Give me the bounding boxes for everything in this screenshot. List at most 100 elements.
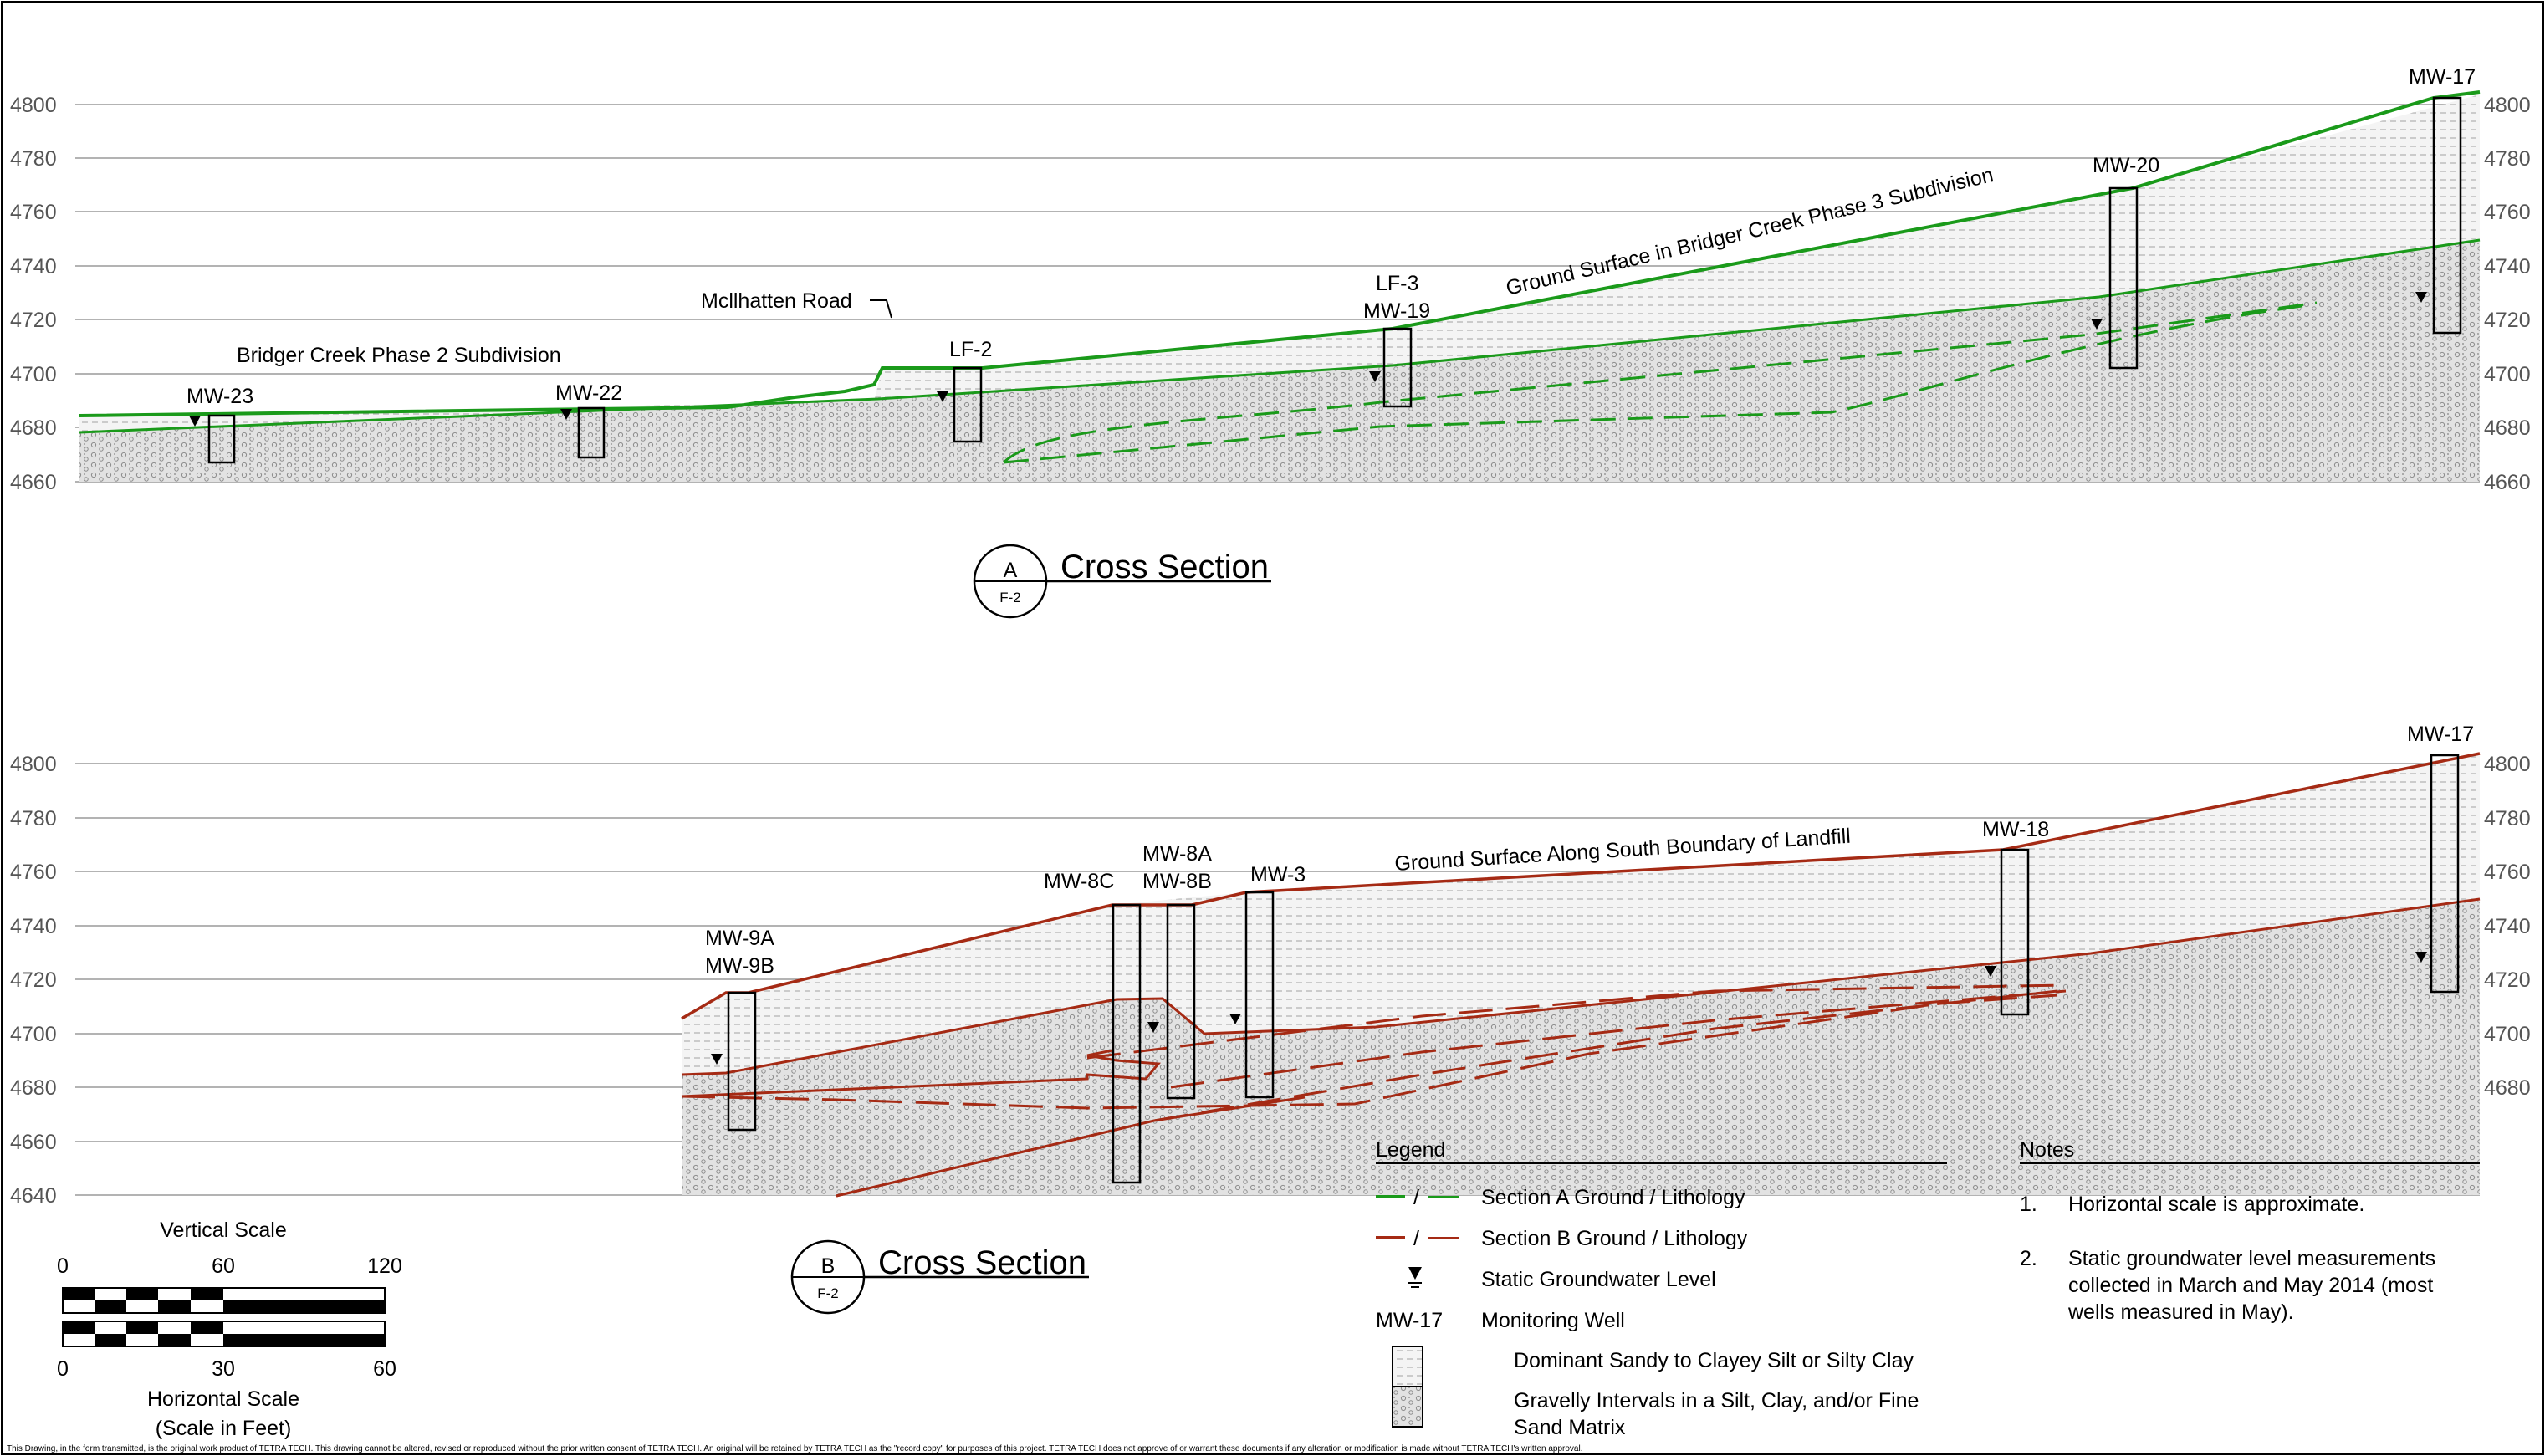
well-label: MW-8B xyxy=(1142,870,1212,893)
section-a-gravel-layer xyxy=(79,240,2480,482)
horizontal-scale-title: Horizontal Scale xyxy=(147,1387,299,1411)
tick-label: 4660 xyxy=(10,1131,57,1154)
scale-tick: 60 xyxy=(212,1254,235,1278)
tick-label: 4640 xyxy=(10,1184,57,1208)
well-label: MW-19 xyxy=(1363,299,1430,323)
well-label: MW-23 xyxy=(187,385,253,408)
well-label: MW-17 xyxy=(2409,65,2476,89)
well-label: MW-8A xyxy=(1142,842,1212,866)
scale-tick: 30 xyxy=(212,1357,235,1381)
tick-label: 4720 xyxy=(2484,309,2531,332)
section-a-ground-surface xyxy=(79,90,2481,417)
legend-item: Gravelly Intervals in a Silt, Clay, and/… xyxy=(1514,1389,1919,1413)
tick-label: 4660 xyxy=(10,471,57,494)
tick-label: 4680 xyxy=(2484,1076,2531,1100)
horizontal-scale-bar xyxy=(62,1321,386,1347)
well-label: MW-3 xyxy=(1250,863,1306,886)
legend-item: Section B Ground / Lithology xyxy=(1481,1227,1748,1250)
water-level-icon xyxy=(1408,1267,1422,1288)
legend-title: Legend xyxy=(1376,1138,1445,1162)
notes: Notes 1. Horizontal scale is approximate… xyxy=(2020,1138,2480,1324)
section-reference: F-2 xyxy=(817,1285,839,1301)
tick-label: 4800 xyxy=(2484,753,2531,776)
section-b-water-levels xyxy=(711,952,2427,1065)
tick-label: 4720 xyxy=(10,968,57,992)
tick-label: 4760 xyxy=(2484,201,2531,224)
section-letter: A xyxy=(1004,559,1018,582)
tick-label: 4700 xyxy=(2484,1023,2531,1046)
tick-label: 4700 xyxy=(10,363,57,386)
legend-section-b-swatch: / xyxy=(1376,1227,1459,1250)
scale-tick: 120 xyxy=(367,1254,402,1278)
well-label: MW-20 xyxy=(2093,154,2159,177)
tick-label: 4740 xyxy=(10,915,57,938)
section-a-silt-layer xyxy=(79,95,2480,432)
note-text: wells measured in May). xyxy=(2067,1300,2294,1324)
section-b-marker: B F-2 Cross Section xyxy=(790,1239,1089,1315)
tick-label: 4680 xyxy=(2484,416,2531,440)
section-a-marker: A F-2 Cross Section xyxy=(973,544,1271,619)
tick-label: 4740 xyxy=(10,255,57,278)
well-label: LF-3 xyxy=(1376,272,1418,295)
subdivision-label: Bridger Creek Phase 2 Subdivision xyxy=(237,344,561,367)
tick-label: 4680 xyxy=(10,416,57,440)
note-number: 1. xyxy=(2020,1193,2037,1216)
scale-units: (Scale in Feet) xyxy=(156,1417,292,1440)
section-a-water-levels xyxy=(189,292,2427,427)
note-text: Static groundwater level measurements xyxy=(2068,1247,2435,1270)
note-text: collected in March and May 2014 (most xyxy=(2068,1274,2433,1297)
tick-label: 4780 xyxy=(2484,807,2531,830)
tick-label: 4720 xyxy=(2484,968,2531,992)
section-b-gravel-layer xyxy=(682,899,2480,1195)
scale-tick: 0 xyxy=(57,1357,69,1381)
section-b-silt-layer xyxy=(682,754,2480,1075)
tick-label: 4780 xyxy=(10,807,57,830)
legend-slash: / xyxy=(1413,1227,1419,1250)
section-a-title: Cross Section xyxy=(1060,549,1269,585)
silt-swatch xyxy=(1392,1346,1423,1387)
tick-label: 4780 xyxy=(2484,147,2531,171)
section-b: 4800 4780 4760 4740 4720 4700 4680 4660 … xyxy=(10,723,2531,1315)
tick-label: 4680 xyxy=(10,1076,57,1100)
well-label: MW-22 xyxy=(555,381,622,405)
well-label: LF-2 xyxy=(949,338,992,361)
legend-item: Monitoring Well xyxy=(1481,1309,1625,1332)
legend-item: Section A Ground / Lithology xyxy=(1481,1186,1745,1209)
section-b-lithology-line xyxy=(681,897,2481,1076)
tick-label: 4660 xyxy=(2484,471,2531,494)
tick-label: 4740 xyxy=(2484,915,2531,938)
road-label: Mcllhatten Road xyxy=(701,289,852,313)
well-label: MW-9A xyxy=(705,927,774,950)
section-a-y-axis-left: 4800 4780 4760 4740 4720 4700 4680 4660 xyxy=(10,94,57,494)
section-a-y-axis-right: 4800 4780 4760 4740 4720 4700 4680 4660 xyxy=(2484,94,2531,494)
section-b-gravel-lenses xyxy=(681,983,2067,1198)
scale-tick: 60 xyxy=(373,1357,396,1381)
gravel-swatch xyxy=(1392,1386,1423,1428)
tick-label: 4780 xyxy=(10,147,57,171)
legend-item: Static Groundwater Level xyxy=(1481,1268,1716,1291)
tick-label: 4760 xyxy=(10,861,57,884)
tick-label: 4800 xyxy=(10,753,57,776)
section-letter: B xyxy=(821,1254,836,1278)
notes-title: Notes xyxy=(2020,1138,2074,1162)
legend-section-a-swatch: / xyxy=(1376,1186,1459,1209)
road-leader-line xyxy=(870,299,892,319)
tick-label: 4700 xyxy=(2484,363,2531,386)
note-number: 2. xyxy=(2020,1247,2037,1270)
legend-well-example: MW-17 xyxy=(1376,1309,1443,1332)
tick-label: 4800 xyxy=(10,94,57,117)
section-b-y-axis-left: 4800 4780 4760 4740 4720 4700 4680 4660 … xyxy=(10,753,57,1208)
tick-label: 4760 xyxy=(10,201,57,224)
scale-bar: Vertical Scale 0 60 120 0 30 60 Horizont… xyxy=(57,1218,402,1440)
tick-label: 4760 xyxy=(2484,861,2531,884)
section-b-wells xyxy=(727,754,2460,1184)
note-text: Horizontal scale is approximate. xyxy=(2068,1193,2364,1216)
tick-label: 4740 xyxy=(2484,255,2531,278)
section-a: 4800 4780 4760 4740 4720 4700 4680 4660 … xyxy=(10,65,2531,619)
section-reference: F-2 xyxy=(999,590,1021,605)
vertical-scale-title: Vertical Scale xyxy=(160,1218,286,1242)
tick-label: 4700 xyxy=(10,1023,57,1046)
well-label: MW-9B xyxy=(705,954,774,978)
section-b-title: Cross Section xyxy=(878,1244,1086,1281)
